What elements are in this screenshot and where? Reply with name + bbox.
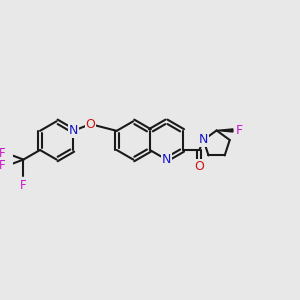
Polygon shape <box>217 129 233 132</box>
Text: F: F <box>0 159 5 172</box>
Text: O: O <box>85 118 95 130</box>
Text: O: O <box>194 160 204 173</box>
Text: F: F <box>0 147 5 160</box>
Text: N: N <box>199 134 208 146</box>
Text: N: N <box>68 124 78 137</box>
Text: N: N <box>162 153 171 166</box>
Text: F: F <box>20 179 27 192</box>
Text: F: F <box>236 124 243 137</box>
